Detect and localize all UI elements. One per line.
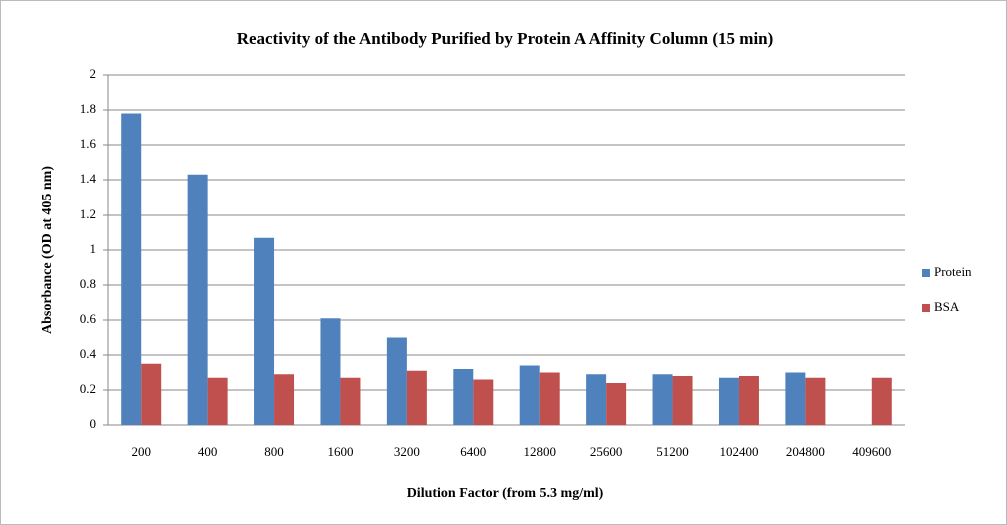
y-tick-label: 0.8 <box>80 276 96 291</box>
x-tick-label: 204800 <box>786 444 825 459</box>
bar <box>672 376 693 425</box>
bar <box>141 363 162 425</box>
x-tick-label: 409600 <box>852 444 891 459</box>
x-tick-label: 200 <box>131 444 151 459</box>
bar <box>785 372 806 425</box>
bar <box>121 113 142 425</box>
bar <box>871 377 892 425</box>
bar <box>586 374 607 425</box>
bar <box>340 377 361 425</box>
bar <box>805 377 826 425</box>
legend-label: BSA <box>934 299 960 314</box>
y-tick-label: 0.2 <box>80 381 96 396</box>
bar <box>187 174 208 425</box>
x-tick-label: 51200 <box>656 444 689 459</box>
y-tick-label: 1 <box>90 241 97 256</box>
y-tick-label: 0.4 <box>80 346 97 361</box>
bar <box>254 237 275 425</box>
bar <box>320 318 341 425</box>
x-tick-label: 25600 <box>590 444 623 459</box>
bar <box>738 376 759 425</box>
y-tick-label: 1.6 <box>80 136 97 151</box>
y-tick-label: 0 <box>90 416 97 431</box>
bar <box>386 337 407 425</box>
bar <box>406 370 427 425</box>
legend-label: Protein <box>934 264 972 279</box>
y-tick-label: 1.4 <box>80 171 97 186</box>
x-tick-label: 1600 <box>327 444 353 459</box>
legend-swatch <box>922 304 930 312</box>
bar <box>718 377 739 425</box>
x-tick-label: 12800 <box>523 444 556 459</box>
y-axis-title: Absorbance (OD at 405 nm) <box>40 166 55 334</box>
y-tick-label: 2 <box>90 66 97 81</box>
bar <box>539 372 560 425</box>
chart-title: Reactivity of the Antibody Purified by P… <box>237 29 774 48</box>
bar <box>473 379 494 425</box>
bar <box>652 374 673 425</box>
y-tick-label: 1.8 <box>80 101 96 116</box>
x-tick-label: 6400 <box>460 444 486 459</box>
x-tick-label: 102400 <box>719 444 758 459</box>
y-tick-label: 1.2 <box>80 206 96 221</box>
bar <box>453 369 474 425</box>
x-tick-label: 800 <box>264 444 284 459</box>
bar <box>274 374 295 425</box>
bar <box>207 377 228 425</box>
y-tick-label: 0.6 <box>80 311 97 326</box>
x-tick-label: 400 <box>198 444 218 459</box>
x-axis-title: Dilution Factor (from 5.3 mg/ml) <box>407 486 604 501</box>
bar <box>606 383 627 425</box>
legend-swatch <box>922 269 930 277</box>
bar <box>519 365 540 425</box>
x-tick-label: 3200 <box>394 444 420 459</box>
